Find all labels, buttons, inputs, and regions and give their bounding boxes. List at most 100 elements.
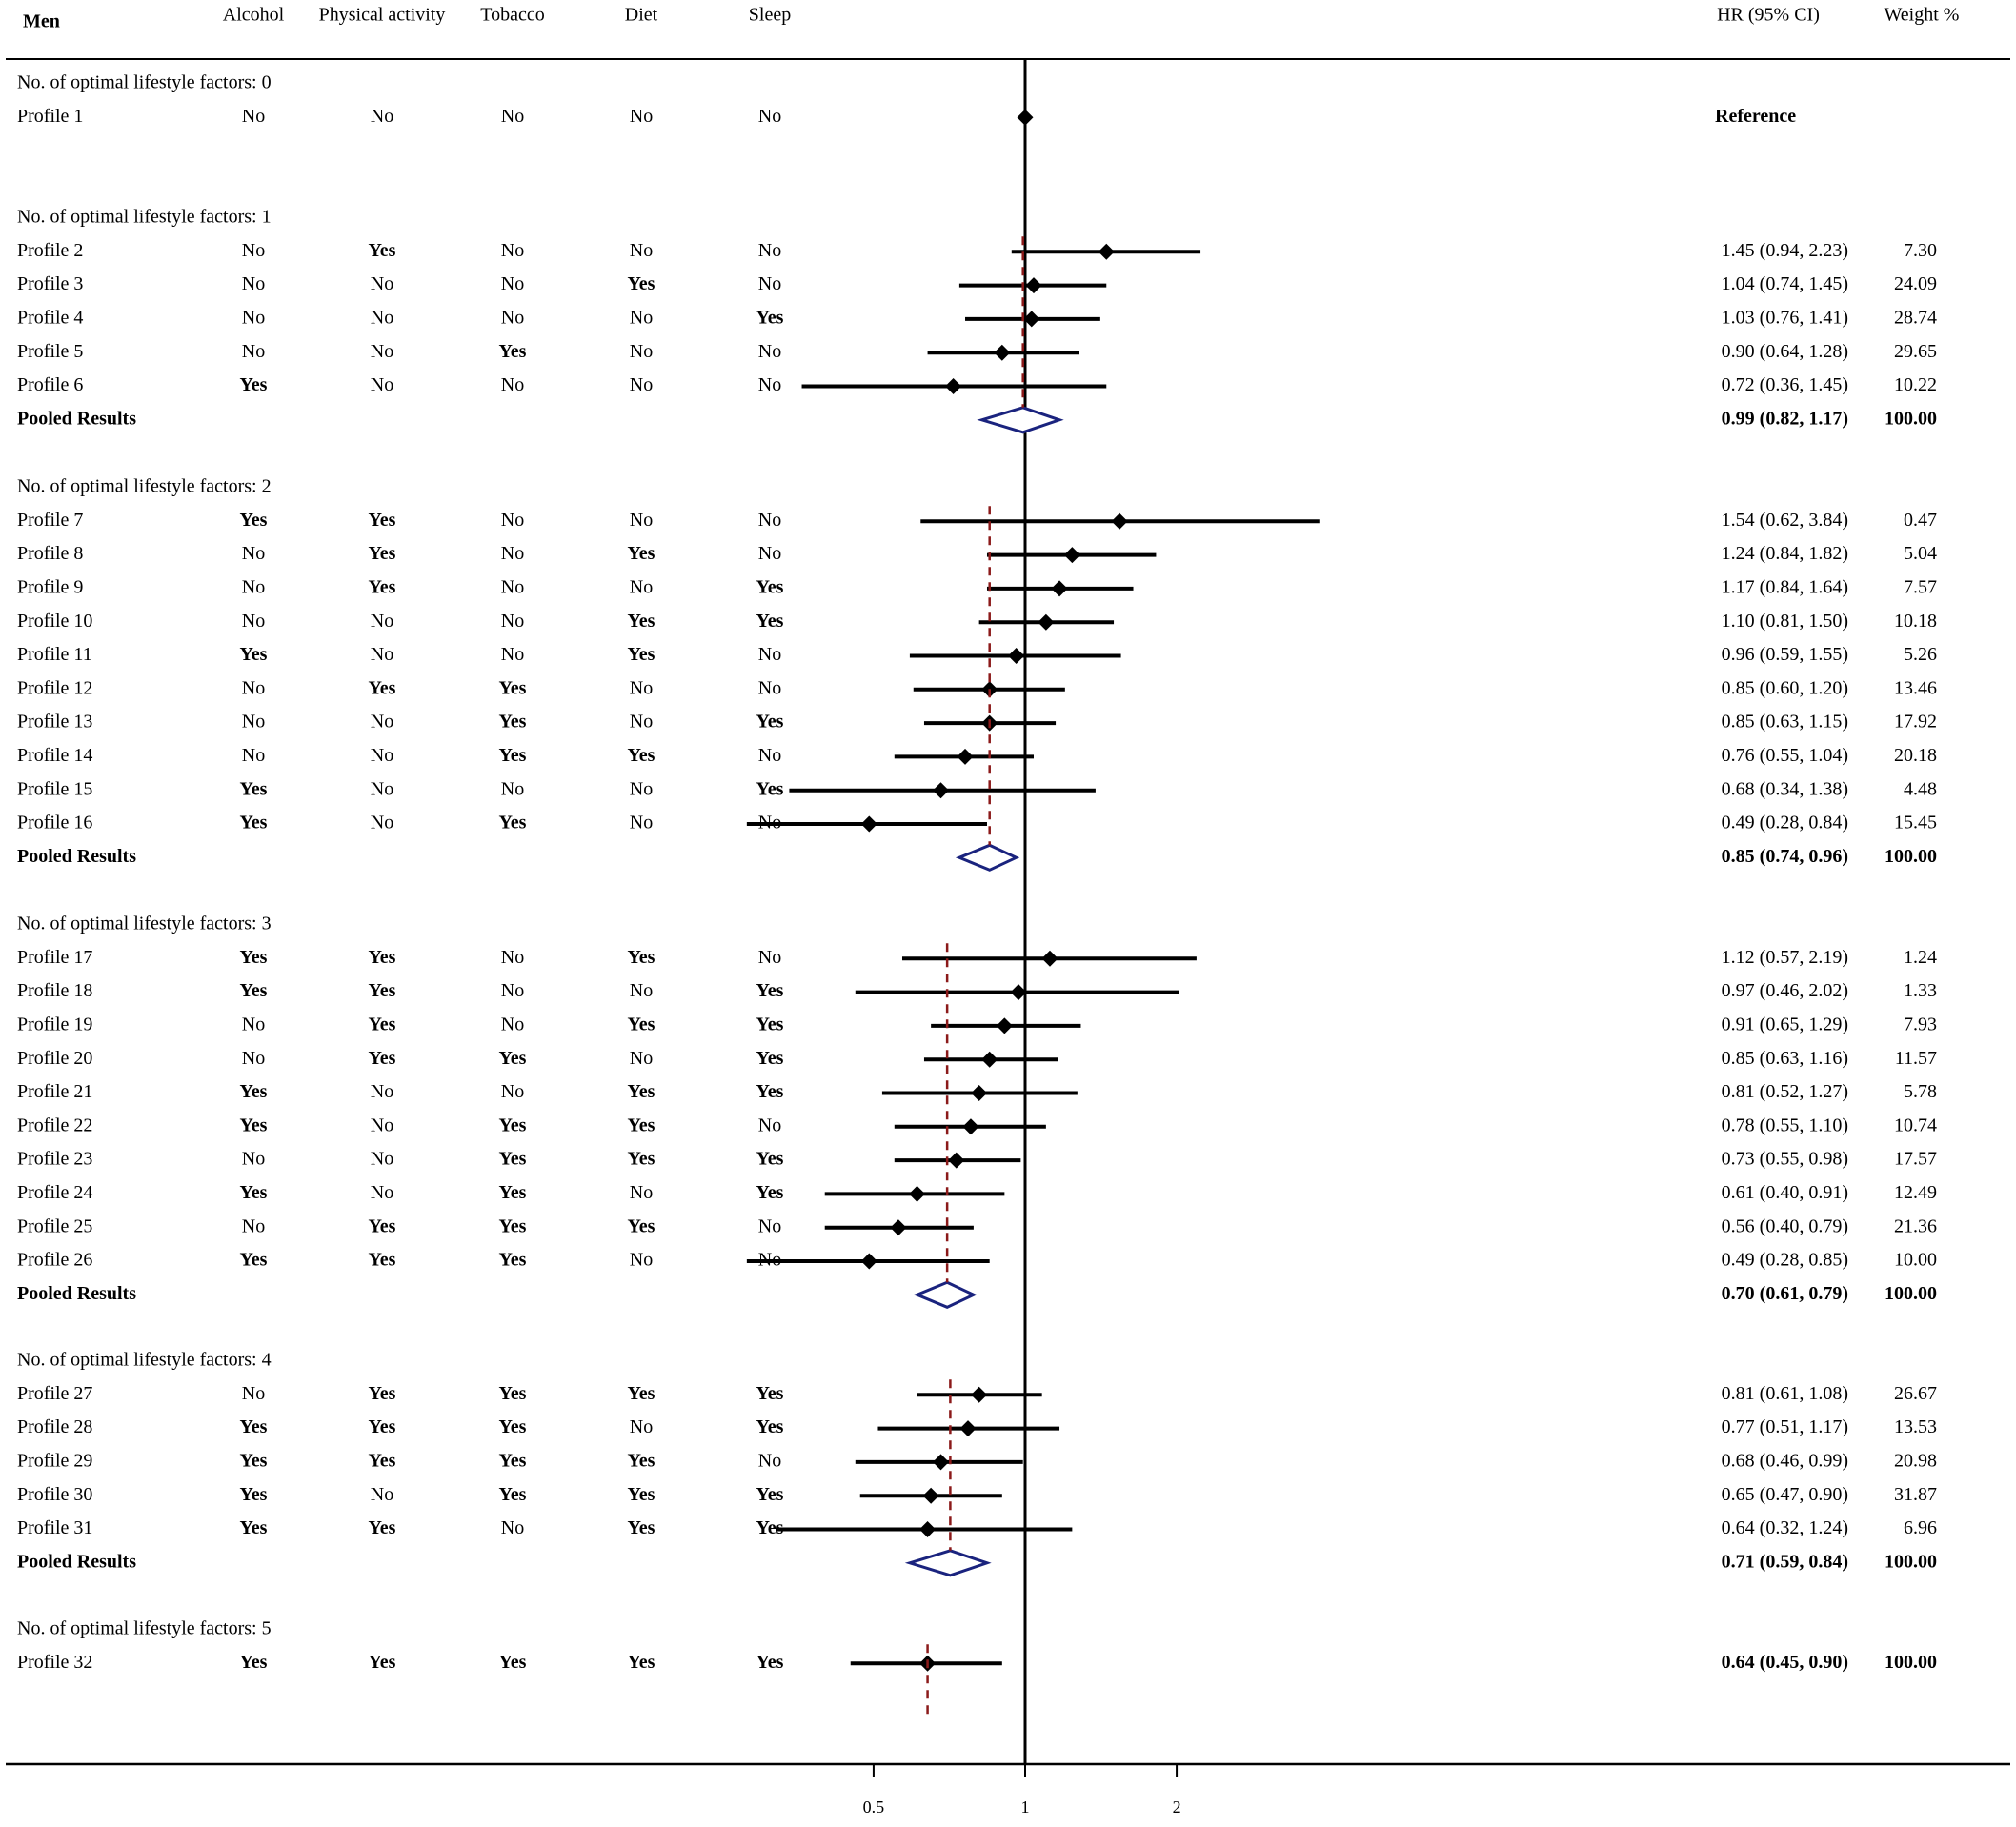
weight-text: 17.92 xyxy=(1894,712,1937,733)
factor-value: Yes xyxy=(240,813,268,833)
factor-value: No xyxy=(630,1182,653,1203)
header-factor-3: Tobacco xyxy=(480,5,544,26)
factor-value: Yes xyxy=(240,1517,268,1538)
factor-value: No xyxy=(758,947,781,968)
factor-value: Yes xyxy=(369,1450,396,1471)
hr-text: 0.85 (0.63, 1.16) xyxy=(1722,1048,1848,1069)
profile-label: Profile 28 xyxy=(17,1416,92,1437)
factor-value: No xyxy=(371,813,393,833)
profile-label: Profile 11 xyxy=(17,644,92,665)
profile-label: Profile 31 xyxy=(17,1517,92,1538)
factor-value: No xyxy=(371,341,393,362)
pooled-weight-text: 100.00 xyxy=(1885,1551,1937,1572)
point-estimate xyxy=(1063,547,1080,564)
factor-value: Yes xyxy=(369,947,396,968)
factor-value: No xyxy=(630,813,653,833)
factor-value: No xyxy=(630,576,653,597)
factor-value: Yes xyxy=(240,510,268,531)
point-estimate xyxy=(1008,648,1025,664)
header-factor-5: Sleep xyxy=(749,5,791,26)
factor-value: Yes xyxy=(499,1048,527,1069)
hr-text: 1.24 (0.84, 1.82) xyxy=(1722,543,1848,564)
factor-value: No xyxy=(501,510,524,531)
factor-value: Yes xyxy=(499,1383,527,1404)
point-estimate xyxy=(996,1017,1013,1034)
weight-text: 6.96 xyxy=(1904,1517,1937,1538)
profile-label: Profile 32 xyxy=(17,1652,92,1673)
factor-value: Yes xyxy=(756,1484,784,1505)
factor-value: No xyxy=(630,1250,653,1271)
profile-label: Profile 25 xyxy=(17,1215,92,1236)
factor-value: Yes xyxy=(628,1383,655,1404)
factor-value: No xyxy=(758,1215,781,1236)
factor-value: No xyxy=(501,240,524,261)
profile-label: Profile 7 xyxy=(17,510,83,531)
profile-label: Profile 18 xyxy=(17,980,92,1001)
pooled-label: Pooled Results xyxy=(17,408,136,429)
hr-text: 0.97 (0.46, 2.02) xyxy=(1722,980,1848,1001)
factor-value: Yes xyxy=(756,1081,784,1102)
hr-text: 0.68 (0.34, 1.38) xyxy=(1722,778,1848,799)
weight-text: 12.49 xyxy=(1894,1182,1937,1203)
factor-value: No xyxy=(371,273,393,294)
factor-value: Yes xyxy=(756,1014,784,1034)
factor-value: Yes xyxy=(628,1215,655,1236)
weight-text: 5.26 xyxy=(1904,644,1937,665)
profile-label: Profile 13 xyxy=(17,712,92,733)
point-estimate xyxy=(948,1152,965,1169)
weight-text: 4.48 xyxy=(1904,778,1937,799)
factor-value: Yes xyxy=(369,576,396,597)
hr-text: 0.81 (0.52, 1.27) xyxy=(1722,1081,1848,1102)
factor-value: Yes xyxy=(499,1652,527,1673)
factor-value: No xyxy=(501,644,524,665)
factor-value: No xyxy=(242,1048,265,1069)
point-estimate xyxy=(860,1253,877,1270)
factor-value: No xyxy=(758,510,781,531)
weight-text: 24.09 xyxy=(1894,273,1937,294)
factor-value: No xyxy=(758,341,781,362)
factor-value: Yes xyxy=(240,374,268,395)
factor-value: No xyxy=(758,1114,781,1135)
factor-value: No xyxy=(630,341,653,362)
point-estimate xyxy=(1017,109,1034,126)
point-estimate xyxy=(945,378,962,394)
factor-value: Yes xyxy=(240,1114,268,1135)
weight-text: 11.57 xyxy=(1895,1048,1937,1069)
factor-value: No xyxy=(371,106,393,127)
weight-text: 7.57 xyxy=(1904,576,1937,597)
factor-value: Yes xyxy=(628,1149,655,1170)
factor-value: Yes xyxy=(369,1652,396,1673)
pooled-label: Pooled Results xyxy=(17,1551,136,1572)
factor-value: Yes xyxy=(756,712,784,733)
factor-value: No xyxy=(242,745,265,766)
factor-value: Yes xyxy=(628,1652,655,1673)
hr-text: 0.64 (0.45, 0.90) xyxy=(1722,1652,1848,1673)
pooled-hr-text: 0.71 (0.59, 0.84) xyxy=(1722,1551,1848,1572)
weight-text: 31.87 xyxy=(1894,1484,1937,1505)
point-estimate xyxy=(919,1521,937,1537)
factor-value: Yes xyxy=(240,778,268,799)
factor-value: Yes xyxy=(499,1114,527,1135)
profile-label: Profile 12 xyxy=(17,677,92,698)
profile-label: Profile 26 xyxy=(17,1250,92,1271)
factor-value: Yes xyxy=(369,510,396,531)
weight-text: 1.24 xyxy=(1904,947,1937,968)
point-estimate xyxy=(909,1185,926,1202)
hr-text: 0.77 (0.51, 1.17) xyxy=(1722,1416,1848,1437)
profile-label: Profile 29 xyxy=(17,1450,92,1471)
point-estimate xyxy=(890,1219,907,1236)
pooled-diamond xyxy=(904,1549,992,1577)
point-estimate xyxy=(959,1420,977,1437)
factor-value: Yes xyxy=(369,240,396,261)
hr-text: 0.49 (0.28, 0.85) xyxy=(1722,1250,1848,1271)
factor-value: No xyxy=(242,307,265,328)
factor-value: Yes xyxy=(628,1114,655,1135)
factor-value: Yes xyxy=(756,980,784,1001)
factor-value: Yes xyxy=(628,1450,655,1471)
pooled-hr-text: 0.70 (0.61, 0.79) xyxy=(1722,1283,1848,1304)
factor-value: Yes xyxy=(628,745,655,766)
header-weight-label: Weight % xyxy=(1885,5,1960,26)
profile-label: Profile 17 xyxy=(17,947,92,968)
profile-label: Profile 22 xyxy=(17,1114,92,1135)
factor-value: No xyxy=(242,273,265,294)
